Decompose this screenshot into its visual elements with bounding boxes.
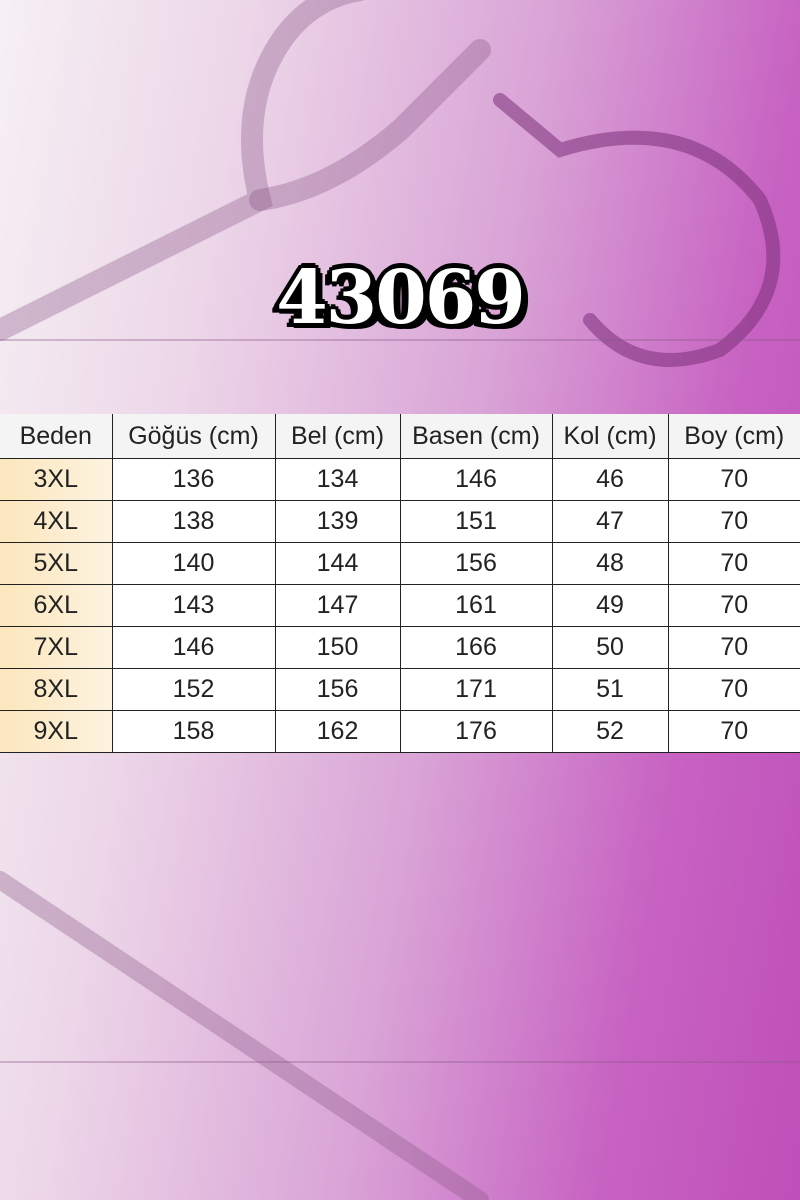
measurement-cell: 70 <box>667 500 800 543</box>
measurement-cell: 146 <box>111 626 276 669</box>
measurement-cell: 52 <box>551 710 669 753</box>
table-row: 7XL 146 150 166 50 70 <box>0 626 800 669</box>
measurement-cell: 70 <box>667 668 800 711</box>
table-row: 5XL 140 144 156 48 70 <box>0 542 800 585</box>
size-cell: 3XL <box>0 458 113 501</box>
measurement-cell: 146 <box>399 458 553 501</box>
measurement-cell: 161 <box>399 584 553 627</box>
table-row: 9XL 158 162 176 52 70 <box>0 710 800 753</box>
size-cell: 4XL <box>0 500 113 543</box>
column-header: Bel (cm) <box>274 414 401 459</box>
size-cell: 5XL <box>0 542 113 585</box>
column-header: Basen (cm) <box>399 414 553 459</box>
table-row: 6XL 143 147 161 49 70 <box>0 584 800 627</box>
measurement-cell: 150 <box>274 626 401 669</box>
measurement-cell: 147 <box>274 584 401 627</box>
table-row: 8XL 152 156 171 51 70 <box>0 668 800 711</box>
measurement-cell: 156 <box>399 542 553 585</box>
size-cell: 7XL <box>0 626 113 669</box>
measurement-cell: 46 <box>551 458 669 501</box>
measurement-cell: 51 <box>551 668 669 711</box>
size-cell: 6XL <box>0 584 113 627</box>
measurement-cell: 134 <box>274 458 401 501</box>
measurement-cell: 158 <box>111 710 276 753</box>
measurement-cell: 70 <box>667 626 800 669</box>
size-cell: 9XL <box>0 710 113 753</box>
measurement-cell: 156 <box>274 668 401 711</box>
measurement-cell: 70 <box>667 584 800 627</box>
measurement-cell: 162 <box>274 710 401 753</box>
header-row: Beden Göğüs (cm) Bel (cm) Basen (cm) Kol (cm… <box>0 414 800 459</box>
measurement-cell: 136 <box>111 458 276 501</box>
measurement-cell: 143 <box>111 584 276 627</box>
size-cell: 8XL <box>0 668 113 711</box>
measurement-cell: 139 <box>274 500 401 543</box>
measurement-cell: 152 <box>111 668 276 711</box>
column-header: Beden <box>0 414 113 459</box>
column-header: Kol (cm) <box>551 414 669 459</box>
measurement-cell: 171 <box>399 668 553 711</box>
column-header: Boy (cm) <box>667 414 800 459</box>
measurement-cell: 176 <box>399 710 553 753</box>
measurement-cell: 70 <box>667 710 800 753</box>
measurement-cell: 138 <box>111 500 276 543</box>
measurement-cell: 48 <box>551 542 669 585</box>
measurement-cell: 70 <box>667 542 800 585</box>
measurement-cell: 49 <box>551 584 669 627</box>
measurement-cell: 70 <box>667 458 800 501</box>
measurement-cell: 151 <box>399 500 553 543</box>
measurement-cell: 47 <box>551 500 669 543</box>
measurement-cell: 140 <box>111 542 276 585</box>
product-code-title: 43069 <box>276 255 525 341</box>
table-row: 4XL 138 139 151 47 70 <box>0 500 800 543</box>
table-row: 3XL 136 134 146 46 70 <box>0 458 800 501</box>
measurement-cell: 50 <box>551 626 669 669</box>
column-header: Göğüs (cm) <box>111 414 276 459</box>
measurement-cell: 166 <box>399 626 553 669</box>
size-chart-table: Beden Göğüs (cm) Bel (cm) Basen (cm) Kol (cm… <box>0 414 800 753</box>
measurement-cell: 144 <box>274 542 401 585</box>
